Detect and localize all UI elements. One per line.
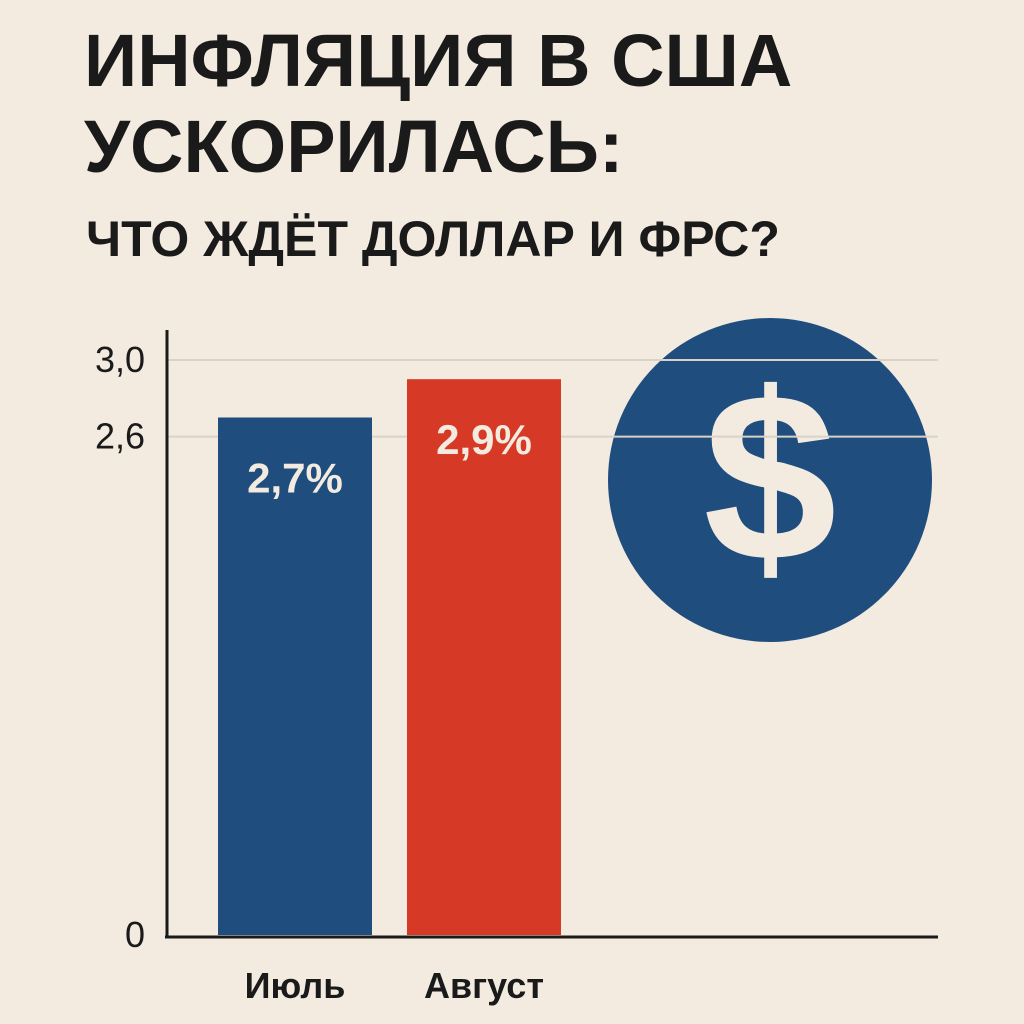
x-tick-label: Август — [424, 965, 544, 1006]
dollar-sign: $ — [703, 343, 836, 611]
subtitle: ЧТО ЖДЁТ ДОЛЛАР И ФРС? — [86, 211, 780, 267]
y-tick-label: 3,0 — [95, 339, 145, 380]
bar — [218, 417, 372, 935]
y-tick-label: 2,6 — [95, 416, 145, 457]
x-tick-label: Июль — [245, 965, 346, 1006]
value-label: 2,9% — [436, 416, 532, 463]
dollar-badge — [608, 318, 932, 642]
value-label: 2,7% — [247, 455, 343, 502]
title-line: УСКОРИЛАСЬ: — [84, 105, 624, 188]
y-tick-label: 0 — [125, 914, 145, 955]
bar — [407, 379, 561, 936]
title-line: ИНФЛЯЦИЯ В США — [84, 19, 792, 102]
